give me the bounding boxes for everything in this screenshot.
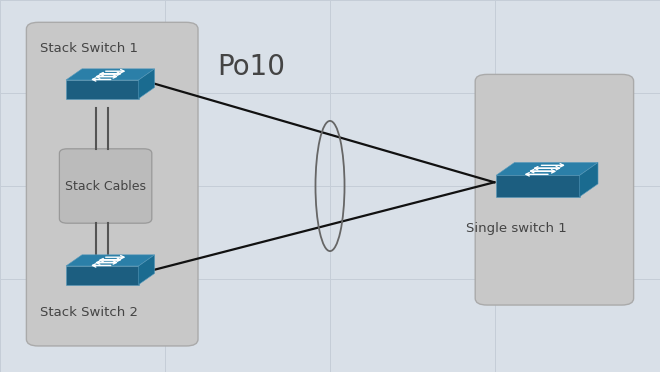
Polygon shape xyxy=(496,163,598,175)
Text: Stack Switch 2: Stack Switch 2 xyxy=(40,306,137,319)
Polygon shape xyxy=(139,255,154,285)
Polygon shape xyxy=(66,80,139,99)
Polygon shape xyxy=(66,255,154,266)
Polygon shape xyxy=(496,175,579,197)
Text: Po10: Po10 xyxy=(216,53,285,81)
FancyBboxPatch shape xyxy=(475,74,634,305)
FancyBboxPatch shape xyxy=(26,22,198,346)
Text: Stack Cables: Stack Cables xyxy=(65,180,146,192)
FancyBboxPatch shape xyxy=(59,149,152,223)
Polygon shape xyxy=(579,163,598,197)
Text: Stack Switch 1: Stack Switch 1 xyxy=(40,42,137,55)
Polygon shape xyxy=(66,266,139,285)
Text: Single switch 1: Single switch 1 xyxy=(466,222,566,235)
Polygon shape xyxy=(139,69,154,99)
Polygon shape xyxy=(66,69,154,80)
